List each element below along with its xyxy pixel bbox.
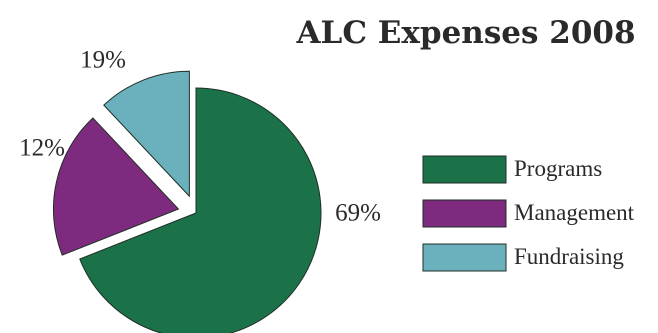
legend-label-management: Management [514, 200, 635, 225]
legend-swatch-programs [422, 155, 507, 184]
data-label-programs: 69% [335, 200, 381, 227]
legend-label-fundraising: Fundraising [514, 244, 624, 269]
legend-swatch-fundraising [422, 243, 507, 272]
legend-label-programs: Programs [514, 156, 602, 181]
legend-swatch-management [422, 199, 507, 228]
pie-slice-programs [79, 87, 322, 333]
pie-slices [52, 70, 322, 333]
chart-title: ALC Expenses 2008 [295, 15, 635, 51]
data-label-management: 19% [80, 47, 126, 74]
pie-slice-fundraising [103, 70, 190, 198]
data-label-fundraising: 12% [19, 135, 65, 162]
pie-data-labels: 69% 19% 12% [19, 47, 381, 227]
legend: Programs Management Fundraising [422, 155, 635, 272]
pie-slice-management [52, 117, 180, 256]
